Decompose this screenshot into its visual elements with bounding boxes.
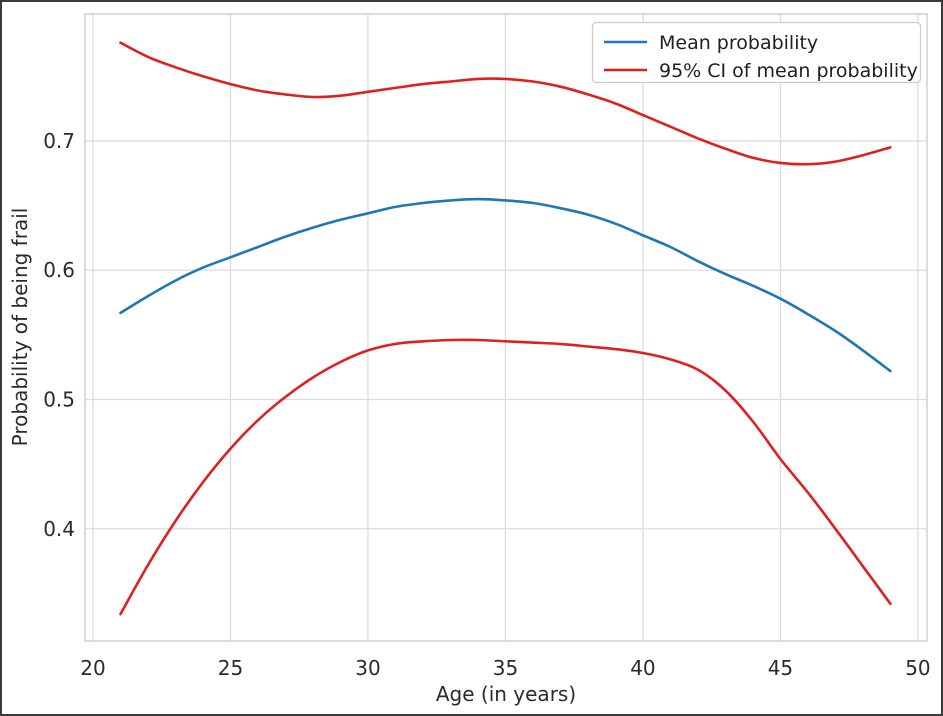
x-tick-label: 30 [355, 656, 380, 680]
x-tick-label: 40 [630, 656, 655, 680]
ci-lower-curve [119, 338, 892, 616]
legend-label-mean: Mean probability [659, 32, 818, 54]
ci-upper-curve [119, 41, 892, 166]
y-tick-labels: 0.4 0.5 0.6 0.7 [43, 129, 75, 541]
x-axis-title: Age (in years) [436, 682, 576, 706]
series-lines [119, 41, 892, 616]
y-tick-label: 0.5 [43, 388, 75, 412]
legend-box [591, 21, 922, 84]
legend-label-ci: 95% CI of mean probability [659, 60, 918, 82]
gridlines [85, 14, 927, 641]
x-tick-label: 35 [493, 656, 518, 680]
x-tick-label: 25 [218, 656, 243, 680]
y-axis-title: Probability of being frail [8, 208, 32, 447]
legend: Mean probability 95% CI of mean probabil… [591, 21, 922, 84]
y-tick-label: 0.4 [43, 517, 75, 541]
x-tick-label: 50 [905, 656, 930, 680]
y-tick-label: 0.6 [43, 258, 75, 282]
plot-border [84, 13, 928, 642]
mean-curve [119, 197, 892, 373]
y-tick-label: 0.7 [43, 129, 75, 153]
x-tick-label: 20 [80, 656, 105, 680]
x-tick-labels: 20 25 30 35 40 45 50 [80, 656, 930, 680]
x-tick-label: 45 [768, 656, 793, 680]
